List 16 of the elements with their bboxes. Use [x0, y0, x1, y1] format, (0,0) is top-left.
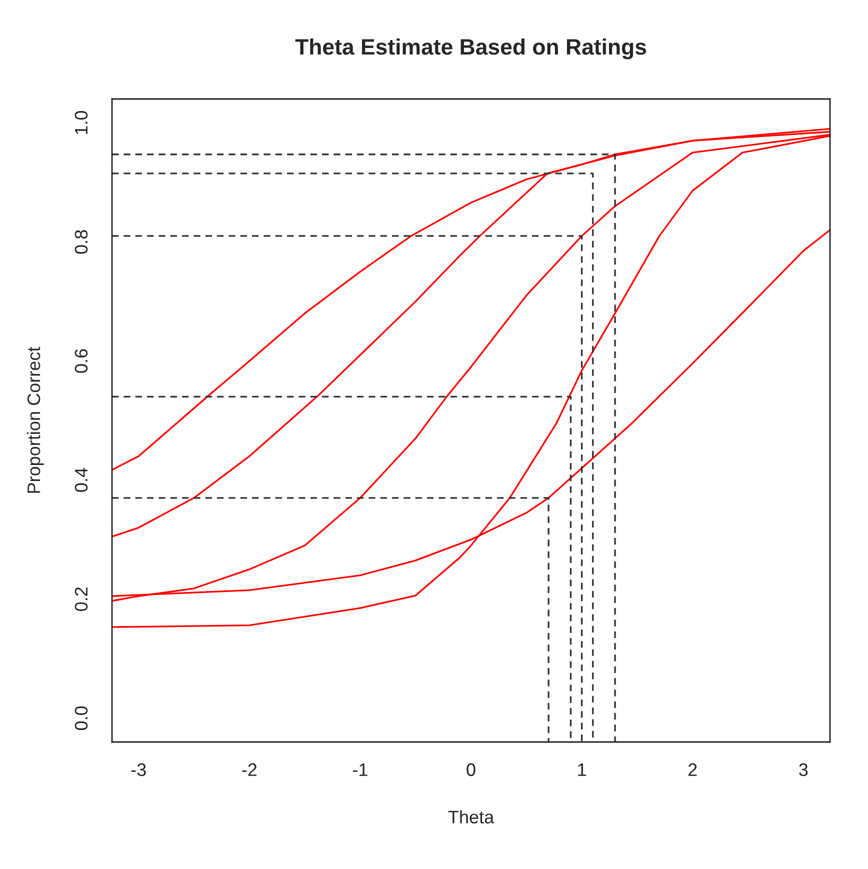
y-tick-label: 0.0	[74, 706, 88, 730]
chart-title: Theta Estimate Based on Ratings	[295, 38, 646, 60]
y-tick-label: 0.8	[74, 230, 88, 254]
y-tick-label: 0.2	[74, 587, 88, 611]
x-tick-label: 2	[688, 763, 697, 776]
y-tick-label: 0.4	[74, 468, 88, 492]
x-tick-label: -1	[352, 763, 368, 776]
x-tick-label: 3	[799, 763, 808, 776]
y-tick-label: 0.6	[74, 349, 88, 373]
x-tick-label: 1	[578, 763, 586, 776]
x-tick-label: -2	[242, 763, 257, 776]
x-tick-label: -3	[131, 763, 146, 776]
y-axis-title: Proportion Correct	[26, 346, 44, 493]
x-tick-label: 0	[466, 763, 476, 776]
x-axis-title: Theta	[448, 810, 494, 824]
y-tick-label: 1.0	[74, 110, 88, 134]
